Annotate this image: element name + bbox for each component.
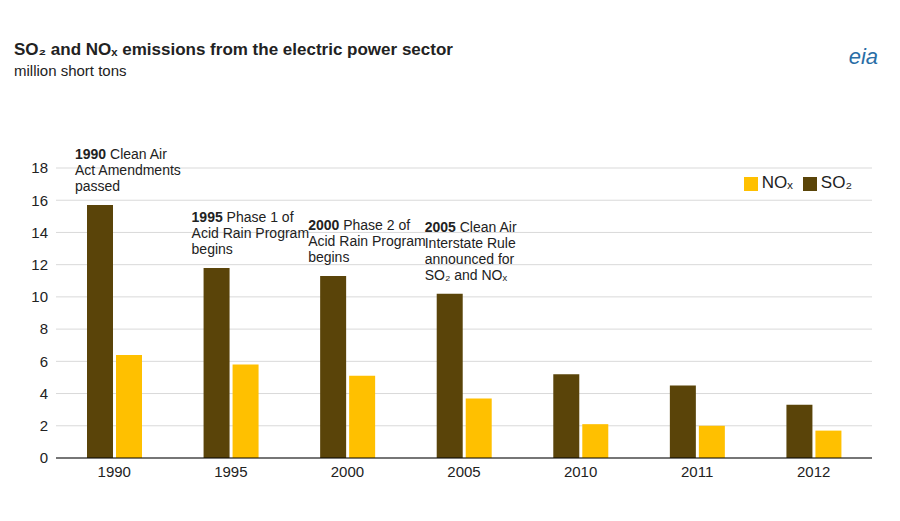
svg-text:2010: 2010 bbox=[564, 463, 597, 480]
svg-text:10: 10 bbox=[31, 288, 48, 305]
svg-text:1995: 1995 bbox=[214, 463, 247, 480]
svg-text:2005 Clean AirInterstate Rulea: 2005 Clean AirInterstate Ruleannounced f… bbox=[425, 219, 517, 283]
svg-text:1990 Clean AirAct Amendmentspa: 1990 Clean AirAct Amendmentspassed bbox=[75, 146, 181, 194]
html-text:NOₓ: NOₓ bbox=[761, 173, 793, 192]
html-text:eia: eia bbox=[848, 44, 878, 69]
svg-text:2012: 2012 bbox=[797, 463, 830, 480]
svg-text:8: 8 bbox=[40, 320, 48, 337]
svg-text:2000 Phase 2 ofAcid Rain Progr: 2000 Phase 2 ofAcid Rain Programbegins bbox=[308, 217, 426, 265]
svg-text:6: 6 bbox=[40, 353, 48, 370]
svg-text:12: 12 bbox=[31, 256, 48, 273]
html-text:million short tons: million short tons bbox=[14, 62, 127, 79]
svg-text:2011: 2011 bbox=[681, 463, 713, 480]
html-text:SO₂ and NOₓ emissions from the: SO₂ and NOₓ emissions from the electric … bbox=[14, 40, 453, 59]
svg-text:1990: 1990 bbox=[98, 463, 131, 480]
svg-text:2005: 2005 bbox=[447, 463, 480, 480]
svg-text:18: 18 bbox=[31, 159, 48, 176]
svg-text:2: 2 bbox=[40, 417, 48, 434]
svg-text:1995 Phase 1 ofAcid Rain Progr: 1995 Phase 1 ofAcid Rain Programbegins bbox=[192, 209, 309, 257]
svg-text:14: 14 bbox=[31, 224, 48, 241]
svg-text:0: 0 bbox=[40, 449, 48, 466]
svg-text:16: 16 bbox=[31, 192, 48, 209]
html-text:SO₂: SO₂ bbox=[820, 173, 852, 192]
svg-text:4: 4 bbox=[40, 385, 48, 402]
svg-text:2000: 2000 bbox=[331, 463, 364, 480]
